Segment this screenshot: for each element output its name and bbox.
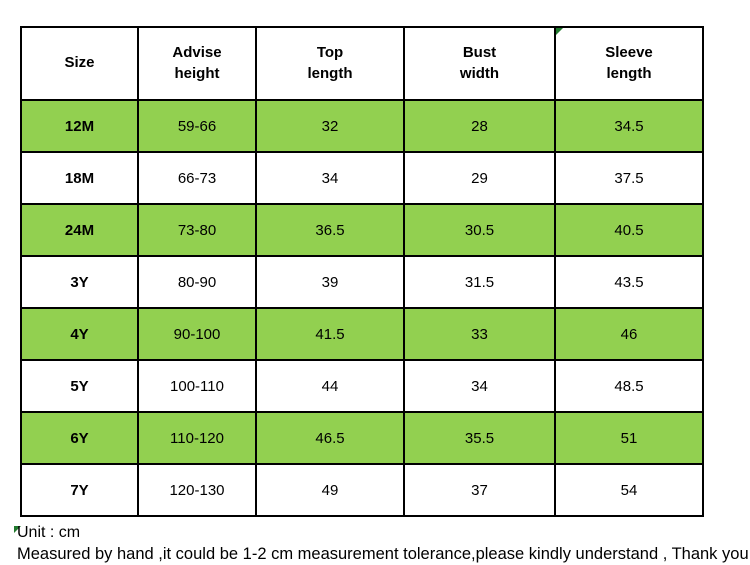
- column-header-bust-width: Bust width: [403, 26, 556, 101]
- cell-bust-width: 29: [403, 151, 556, 205]
- cell-advise-height: 73-80: [137, 203, 257, 257]
- table-row: 4Y 90-100 41.5 33 46: [20, 307, 704, 361]
- cell-sleeve-length: 37.5: [554, 151, 704, 205]
- cell-size: 5Y: [20, 359, 139, 413]
- cell-bust-width: 34: [403, 359, 556, 413]
- table-row: 6Y 110-120 46.5 35.5 51: [20, 411, 704, 465]
- cell-size: 4Y: [20, 307, 139, 361]
- unit-note: Unit : cm: [17, 524, 81, 541]
- cell-sleeve-length: 40.5: [554, 203, 704, 257]
- table-row: 5Y 100-110 44 34 48.5: [20, 359, 704, 413]
- table-row: 24M 73-80 36.5 30.5 40.5: [20, 203, 704, 257]
- cell-advise-height: 66-73: [137, 151, 257, 205]
- cell-size: 24M: [20, 203, 139, 257]
- cell-sleeve-length: 48.5: [554, 359, 704, 413]
- cell-sleeve-length: 51: [554, 411, 704, 465]
- column-header-top-length: Top length: [255, 26, 405, 101]
- cell-top-length: 49: [255, 463, 405, 517]
- table-row: 7Y 120-130 49 37 54: [20, 463, 704, 517]
- cell-bust-width: 37: [403, 463, 556, 517]
- column-header-sleeve-length-label: Sleeve length: [605, 44, 653, 82]
- column-header-sleeve-length: Sleeve length: [554, 26, 704, 101]
- cell-top-length: 34: [255, 151, 405, 205]
- cell-advise-height: 110-120: [137, 411, 257, 465]
- cell-size: 7Y: [20, 463, 139, 517]
- cell-corner-marker-icon: [14, 526, 21, 533]
- cell-sleeve-length: 43.5: [554, 255, 704, 309]
- cell-top-length: 39: [255, 255, 405, 309]
- cell-size: 3Y: [20, 255, 139, 309]
- cell-bust-width: 35.5: [403, 411, 556, 465]
- tolerance-note: Measured by hand ,it could be 1-2 cm mea…: [17, 545, 750, 563]
- table-row: 18M 66-73 34 29 37.5: [20, 151, 704, 205]
- cell-advise-height: 80-90: [137, 255, 257, 309]
- cell-top-length: 36.5: [255, 203, 405, 257]
- size-chart-table: Size Advise height Top length Bust width…: [20, 26, 704, 517]
- table-row: 12M 59-66 32 28 34.5: [20, 99, 704, 153]
- cell-advise-height: 120-130: [137, 463, 257, 517]
- cell-size: 18M: [20, 151, 139, 205]
- cell-advise-height: 59-66: [137, 99, 257, 153]
- header-row: Size Advise height Top length Bust width…: [20, 26, 704, 101]
- column-header-advise-height: Advise height: [137, 26, 257, 101]
- cell-advise-height: 100-110: [137, 359, 257, 413]
- cell-top-length: 41.5: [255, 307, 405, 361]
- cell-sleeve-length: 46: [554, 307, 704, 361]
- cell-bust-width: 31.5: [403, 255, 556, 309]
- cell-corner-marker-icon: [557, 29, 563, 35]
- cell-bust-width: 33: [403, 307, 556, 361]
- cell-top-length: 32: [255, 99, 405, 153]
- cell-top-length: 44: [255, 359, 405, 413]
- cell-bust-width: 28: [403, 99, 556, 153]
- cell-top-length: 46.5: [255, 411, 405, 465]
- cell-advise-height: 90-100: [137, 307, 257, 361]
- cell-bust-width: 30.5: [403, 203, 556, 257]
- cell-sleeve-length: 34.5: [554, 99, 704, 153]
- column-header-size: Size: [20, 26, 139, 101]
- cell-size: 12M: [20, 99, 139, 153]
- table-row: 3Y 80-90 39 31.5 43.5: [20, 255, 704, 309]
- cell-sleeve-length: 54: [554, 463, 704, 517]
- cell-size: 6Y: [20, 411, 139, 465]
